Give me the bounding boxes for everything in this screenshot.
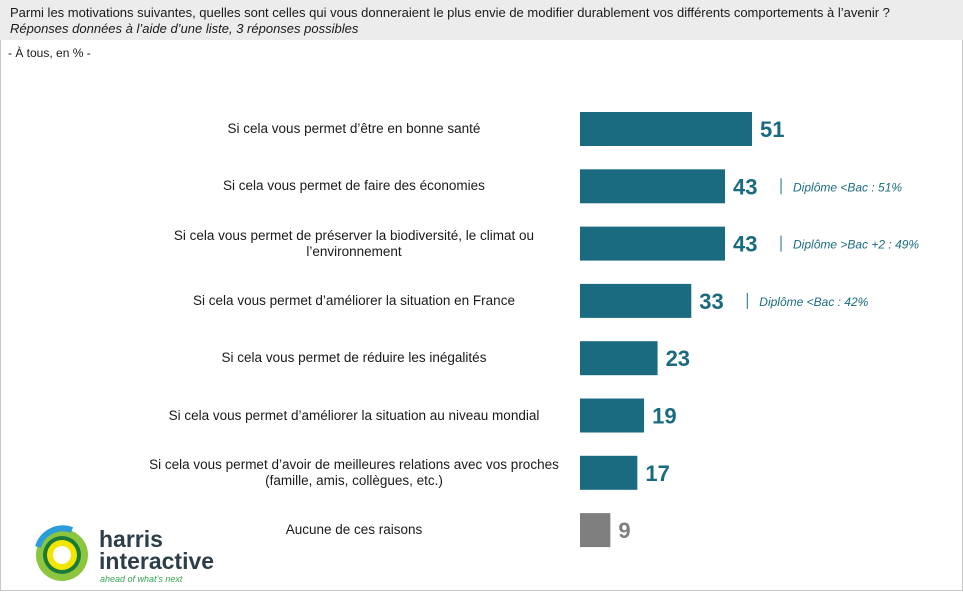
category-label-6: Si cela vous permet d’avoir de meilleure… — [149, 456, 559, 488]
category-label-7: Aucune de ces raisons — [285, 522, 423, 538]
logo-word-interactive: interactive — [99, 548, 215, 574]
logo-word-harris: harris — [99, 526, 163, 552]
question-header: Parmi les motivations suivantes, quelles… — [0, 0, 963, 40]
bar-1 — [580, 169, 726, 204]
question-subtitle: Réponses données à l’aide d’une liste, 3… — [10, 21, 359, 36]
category-label-5: Si cela vous permet d’améliorer la situa… — [168, 407, 540, 423]
bar-6 — [580, 455, 638, 490]
category-label-4: Si cela vous permet de réduire les inéga… — [221, 350, 487, 366]
value-label-0: 51 — [760, 117, 784, 142]
category-label-2: Si cela vous permet de préserver la biod… — [173, 227, 535, 259]
bar-7 — [580, 513, 611, 548]
value-label-6: 17 — [645, 461, 669, 486]
value-label-1: 43 — [733, 174, 757, 199]
value-label-4: 23 — [666, 346, 690, 371]
note-label-3: Diplôme <Bac : 42% — [759, 295, 868, 309]
value-label-5: 19 — [652, 404, 676, 429]
logo-tagline: ahead of what’s next — [100, 574, 183, 584]
category-label-1: Si cela vous permet de faire des économi… — [223, 178, 485, 194]
value-label-3: 33 — [699, 289, 723, 314]
bar-5 — [580, 398, 645, 433]
note-label-2: Diplôme >Bac +2 : 49% — [793, 238, 919, 252]
bar-2 — [580, 226, 726, 261]
bar-3 — [580, 283, 692, 318]
question-text: Parmi les motivations suivantes, quelles… — [10, 5, 890, 20]
bar-4 — [580, 341, 658, 376]
value-label-2: 43 — [733, 232, 757, 257]
base-label: - À tous, en % - — [8, 46, 91, 60]
category-label-0: Si cela vous permet d’être en bonne sant… — [227, 121, 481, 136]
note-label-1: Diplôme <Bac : 51% — [793, 180, 902, 194]
value-label-7: 9 — [618, 518, 630, 543]
harris-interactive-logo-icon — [35, 525, 88, 581]
bar-0 — [580, 112, 752, 146]
category-label-3: Si cela vous permet d’améliorer la situa… — [193, 292, 515, 308]
